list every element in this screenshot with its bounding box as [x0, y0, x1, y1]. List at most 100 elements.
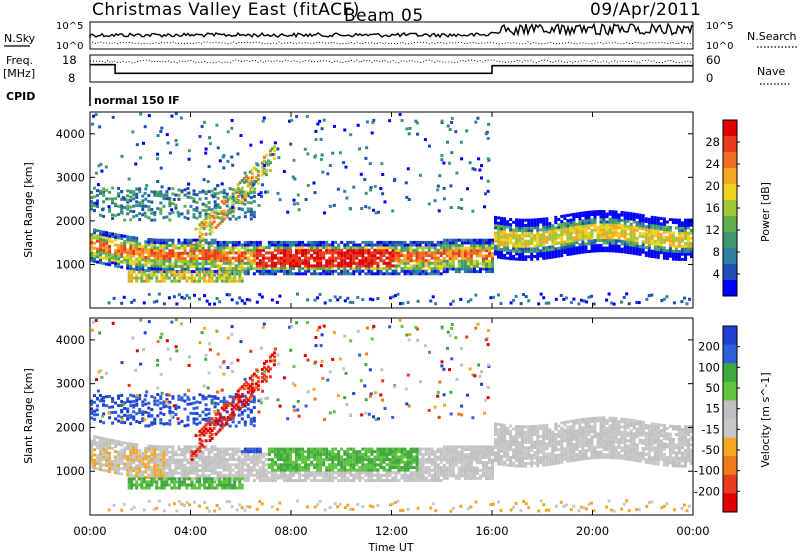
heatmap-cell: [650, 236, 654, 240]
heatmap-cell: [310, 463, 314, 467]
heatmap-cell: [216, 251, 220, 255]
heatmap-cell: [593, 246, 597, 250]
heatmap-cell: [132, 474, 136, 478]
heatmap-cell: [261, 460, 265, 464]
heatmap-cell: [656, 240, 660, 244]
heatmap-cell: [668, 233, 672, 237]
heatmap-cell: [668, 244, 672, 248]
heatmap-cell: [267, 463, 271, 467]
heatmap-cell: [376, 251, 380, 255]
heatmap-cell: [409, 452, 413, 456]
heatmap-cell: [385, 468, 389, 472]
heatmap-cell: [290, 118, 294, 122]
heatmap-cell: [319, 246, 323, 250]
heatmap-cell: [668, 228, 672, 232]
heatmap-cell: [141, 263, 145, 267]
heatmap-cell: [554, 239, 558, 243]
heatmap-cell: [127, 279, 131, 283]
heatmap-cell: [252, 251, 256, 255]
heatmap-cell: [99, 256, 102, 259]
heatmap-cell: [581, 235, 585, 238]
heatmap-cell: [165, 190, 169, 194]
heatmap-cell: [120, 260, 124, 264]
heatmap-cell: [370, 460, 374, 464]
heatmap-cell: [216, 452, 220, 456]
heatmap-cell: [222, 166, 226, 170]
heatmap-cell: [102, 248, 106, 252]
heatmap-cell: [614, 223, 618, 227]
heatmap-cell: [298, 479, 301, 483]
heatmap-cell: [267, 466, 271, 469]
heatmap-cell: [360, 207, 364, 210]
heatmap-cell: [93, 236, 96, 240]
heatmap-cell: [156, 453, 160, 457]
heatmap-cell: [165, 133, 169, 137]
heatmap-cell: [252, 452, 256, 456]
heatmap-cell: [312, 181, 316, 185]
heatmap-cell: [123, 247, 127, 251]
heatmap-cell: [443, 197, 446, 201]
heatmap-cell: [478, 458, 482, 462]
heatmap-cell: [108, 464, 112, 468]
heatmap-cell: [273, 447, 277, 451]
heatmap-cell: [491, 251, 494, 255]
heatmap-cell: [189, 448, 193, 451]
heatmap-cell: [252, 210, 256, 214]
heatmap-cell: [587, 239, 591, 243]
heatmap-cell: [129, 450, 133, 454]
heatmap-cell: [96, 234, 99, 238]
heatmap-cell: [276, 259, 280, 263]
heatmap-cell: [242, 176, 246, 180]
heatmap-cell: [406, 301, 410, 304]
heatmap-cell: [512, 451, 516, 454]
heatmap-cell: [90, 190, 93, 194]
heatmap-cell: [156, 180, 160, 183]
heatmap-cell: [442, 445, 446, 449]
heatmap-cell: [283, 463, 286, 467]
heatmap-cell: [626, 237, 630, 241]
heatmap-cell: [656, 245, 660, 249]
heatmap-cell: [201, 458, 205, 462]
heatmap-cell: [246, 473, 250, 477]
heatmap-cell: [466, 246, 470, 250]
heatmap-cell: [418, 479, 422, 483]
heatmap-cell: [286, 272, 289, 276]
heatmap-cell: [222, 198, 226, 201]
heatmap-cell: [258, 479, 262, 483]
heatmap-cell: [376, 269, 380, 273]
heatmap-cell: [440, 119, 444, 123]
heatmap-cell: [364, 264, 368, 268]
heatmap-cell: [358, 460, 362, 464]
heatmap-cell: [617, 231, 621, 235]
heatmap-cell: [684, 252, 687, 256]
heatmap-cell: [313, 251, 317, 255]
heatmap-cell: [442, 259, 446, 263]
heatmap-cell: [397, 460, 401, 464]
heatmap-cell: [298, 246, 301, 250]
heatmap-cell: [189, 257, 193, 260]
heatmap-cell: [469, 267, 473, 271]
heatmap-cell: [662, 220, 666, 224]
heatmap-cell: [231, 256, 235, 260]
heatmap-cell: [212, 216, 216, 220]
heatmap-cell: [491, 264, 494, 268]
heatmap-cell: [114, 248, 118, 252]
heatmap-cell: [524, 218, 528, 222]
heatmap-cell: [524, 250, 528, 254]
heatmap-cell: [521, 427, 525, 431]
heatmap-cell: [388, 463, 392, 467]
heatmap-cell: [608, 220, 612, 224]
heatmap-cell: [255, 256, 259, 260]
heatmap-cell: [451, 445, 455, 449]
heatmap-cell: [334, 264, 338, 268]
heatmap-cell: [494, 252, 497, 256]
heatmap-cell: [427, 261, 431, 265]
heatmap-cell: [237, 254, 241, 257]
heatmap-cell: [497, 247, 500, 251]
heatmap-cell: [138, 467, 142, 471]
heatmap-cell: [623, 224, 627, 228]
heatmap-cell: [174, 469, 178, 472]
heatmap-cell: [316, 272, 320, 276]
heatmap-cell: [356, 295, 360, 299]
heatmap-cell: [295, 243, 298, 247]
